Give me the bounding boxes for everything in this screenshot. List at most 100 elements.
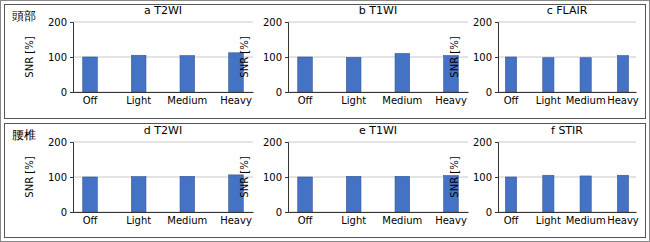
x-tick-label: Medium [566, 215, 606, 226]
y-tick-mark [70, 142, 73, 143]
x-tick: Heavy [435, 92, 467, 106]
y-tick-label: 0 [276, 87, 282, 98]
x-tick-label: Light [126, 215, 151, 226]
y-tick-mark [70, 22, 73, 23]
y-tick-mark [70, 177, 73, 178]
x-tick: Off [83, 92, 99, 106]
chart-title: e T1WI [359, 124, 397, 137]
x-tick: Heavy [220, 92, 252, 106]
y-axis-title: SNR [%] [449, 36, 460, 77]
y-tick: 0 [276, 87, 288, 98]
x-tick-label: Medium [167, 95, 207, 106]
x-tick: Heavy [435, 212, 467, 226]
x-axis: OffLightMediumHeavy [499, 212, 639, 226]
grid-line [73, 212, 253, 213]
y-tick-label: 200 [263, 137, 282, 148]
chart-title: b T1WI [359, 4, 397, 17]
x-tick: Off [504, 92, 520, 106]
y-tick-label: 100 [473, 172, 492, 183]
bars [298, 176, 459, 212]
y-tick-label: 100 [48, 52, 67, 63]
chart-title: f STIR [551, 124, 583, 137]
grid-line [73, 177, 253, 178]
chart-title: a T2WI [144, 4, 182, 17]
y-axis-title: SNR [%] [239, 36, 250, 77]
y-tick-label: 0 [486, 87, 492, 98]
bar [180, 176, 195, 212]
y-tick-mark [285, 92, 288, 93]
grid-line [498, 57, 636, 58]
y-axis-line [495, 23, 499, 93]
panel-frame [5, 124, 646, 238]
x-tick: Light [126, 212, 151, 226]
bar [83, 57, 98, 92]
grid-line [73, 57, 253, 58]
grid [73, 22, 253, 92]
y-tick: 100 [263, 172, 288, 183]
x-tick: Medium [382, 92, 422, 106]
y-tick: 100 [473, 52, 498, 63]
x-tick-label: Off [504, 215, 520, 226]
y-tick: 100 [48, 172, 73, 183]
x-tick-label: Medium [566, 95, 606, 106]
x-tick-label: Light [341, 215, 366, 226]
y-tick-label: 100 [263, 172, 282, 183]
y-axis-title: SNR [%] [239, 156, 250, 197]
y-axis-line [70, 23, 74, 93]
grid-line [288, 177, 468, 178]
y-tick-mark [495, 142, 498, 143]
y-tick-label: 200 [48, 137, 67, 148]
grid-line [288, 57, 468, 58]
x-tick: Off [83, 212, 99, 226]
y-tick: 100 [48, 52, 73, 63]
x-tick-label: Medium [382, 95, 422, 106]
chart: 0100200OffLightMediumHeavyf STIRSNR [%] [449, 124, 639, 226]
grid [498, 142, 636, 212]
y-tick-mark [495, 22, 498, 23]
x-tick-label: Off [298, 95, 314, 106]
grid-line [498, 142, 636, 143]
bar [346, 176, 361, 212]
bar [298, 177, 313, 212]
grid-line [498, 22, 636, 23]
y-tick: 100 [263, 52, 288, 63]
bar [395, 176, 410, 212]
grid-line [73, 142, 253, 143]
x-tick: Medium [167, 212, 207, 226]
y-axis: 0 100 200 [263, 137, 289, 218]
x-axis-line [289, 212, 469, 213]
bar [543, 175, 554, 212]
y-tick-label: 100 [48, 172, 67, 183]
grid-line [498, 212, 636, 213]
y-tick: 200 [48, 137, 73, 148]
x-tick: Medium [566, 212, 606, 226]
x-tick-label: Light [536, 95, 561, 106]
y-tick: 0 [276, 207, 288, 218]
y-axis-line [285, 143, 289, 213]
y-axis-line [495, 143, 499, 213]
x-axis: OffLightMediumHeavy [74, 212, 254, 226]
grid-line [73, 22, 253, 23]
x-tick: Light [536, 92, 561, 106]
y-tick: 200 [263, 137, 288, 148]
y-tick-mark [495, 57, 498, 58]
y-tick-label: 200 [473, 137, 492, 148]
x-axis: OffLightMediumHeavy [289, 92, 469, 106]
chart: 0100200OffLightMediumHeavyd T2WISNR [%] [24, 124, 254, 226]
bar [580, 176, 591, 212]
x-tick-label: Heavy [220, 95, 252, 106]
grid-line [288, 212, 468, 213]
y-tick-label: 200 [473, 17, 492, 28]
x-tick: Light [341, 212, 366, 226]
y-tick-label: 0 [276, 207, 282, 218]
bars [505, 175, 628, 212]
y-axis-line [285, 23, 289, 93]
panel-frame [5, 5, 646, 119]
x-tick: Light [126, 92, 151, 106]
bar [83, 177, 98, 212]
y-axis: 0100200 [48, 137, 74, 218]
x-tick-label: Off [298, 215, 314, 226]
x-tick-label: Heavy [607, 95, 639, 106]
x-tick: Medium [382, 212, 422, 226]
x-tick-label: Medium [167, 215, 207, 226]
